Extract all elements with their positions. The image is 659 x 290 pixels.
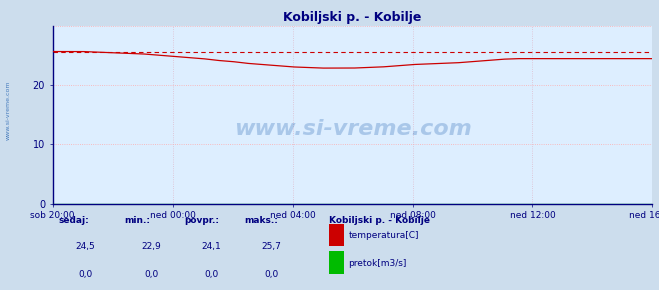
- Text: 0,0: 0,0: [144, 270, 159, 279]
- Text: pretok[m3/s]: pretok[m3/s]: [349, 259, 407, 268]
- Text: povpr.:: povpr.:: [185, 216, 219, 225]
- Text: min.:: min.:: [125, 216, 151, 225]
- Text: www.si-vreme.com: www.si-vreme.com: [5, 80, 11, 140]
- Text: sedaj:: sedaj:: [59, 216, 90, 225]
- Text: maks.:: maks.:: [244, 216, 279, 225]
- Text: 22,9: 22,9: [142, 242, 161, 251]
- Text: 25,7: 25,7: [262, 242, 281, 251]
- Text: Kobiljski p. - Kobilje: Kobiljski p. - Kobilje: [329, 216, 430, 225]
- Text: 24,5: 24,5: [76, 242, 96, 251]
- Text: www.si-vreme.com: www.si-vreme.com: [234, 119, 471, 139]
- Text: 0,0: 0,0: [204, 270, 219, 279]
- Title: Kobiljski p. - Kobilje: Kobiljski p. - Kobilje: [283, 10, 422, 23]
- Text: 24,1: 24,1: [202, 242, 221, 251]
- Text: 0,0: 0,0: [264, 270, 279, 279]
- Text: temperatura[C]: temperatura[C]: [349, 231, 419, 240]
- Text: 0,0: 0,0: [78, 270, 93, 279]
- Bar: [329, 251, 343, 274]
- Bar: [329, 224, 343, 246]
